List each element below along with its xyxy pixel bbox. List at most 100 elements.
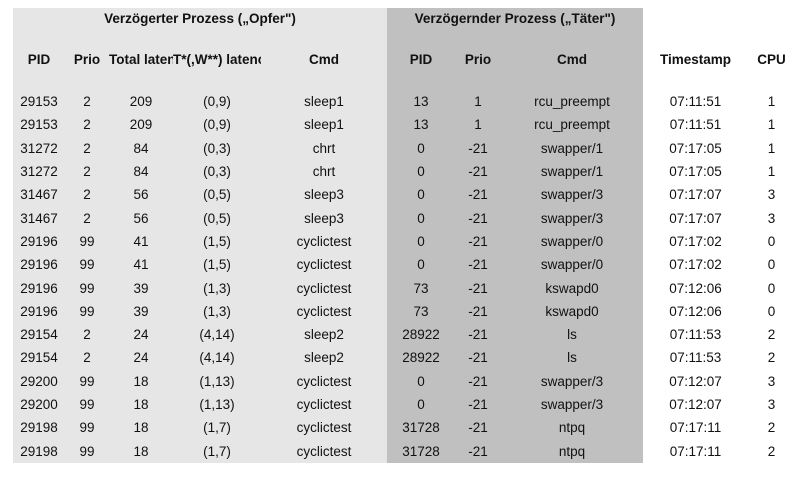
col-cpu: CPU	[748, 28, 795, 90]
cell-culprit-cmd: swapper/3	[501, 369, 643, 393]
cell-victim-prio: 2	[65, 90, 109, 114]
cell-victim-cmd: cyclictest	[261, 369, 387, 393]
cell-culprit-pid: 13	[387, 113, 455, 137]
cell-timestamp: 07:12:06	[643, 276, 748, 300]
cell-victim-pid: 31467	[13, 206, 65, 230]
cell-timestamp: 07:11:53	[643, 346, 748, 370]
table-row: 29198 99 18 (1,7) cyclictest 31728 -21 ntpq 07:1…	[13, 439, 795, 463]
cell-culprit-cmd: swapper/0	[501, 253, 643, 277]
cell-cpu: 3	[748, 392, 795, 417]
cell-culprit-pid: 28922	[387, 346, 455, 370]
cell-tw-latency: (0,3)	[173, 159, 261, 184]
col-tw-latency: T*(,W**) latency (µs)	[173, 28, 261, 90]
cell-culprit-pid: 31728	[387, 439, 455, 463]
cell-culprit-prio: -21	[455, 299, 501, 323]
cell-culprit-cmd: swapper/3	[501, 206, 643, 230]
cell-culprit-prio: -21	[455, 136, 501, 160]
cell-victim-cmd: cyclictest	[261, 229, 387, 254]
col-victim-prio: Prio	[65, 28, 109, 90]
table-row: 29200 99 18 (1,13) cyclictest 0 -21 swapper/3 07…	[13, 392, 795, 417]
cell-victim-prio: 99	[65, 416, 109, 440]
cell-timestamp: 07:17:02	[643, 229, 748, 254]
cell-total-latency: 24	[109, 346, 173, 370]
cell-tw-latency: (0,5)	[173, 206, 261, 230]
cell-victim-prio: 99	[65, 276, 109, 300]
cell-tw-latency: (1,3)	[173, 299, 261, 323]
table-row: 31272 2 84 (0,3) chrt 0 -21 swapper/1 07:17:05 1	[13, 159, 795, 184]
cell-tw-latency: (1,7)	[173, 439, 261, 463]
cell-timestamp: 07:12:07	[643, 392, 748, 417]
cell-total-latency: 84	[109, 159, 173, 184]
cell-culprit-prio: 1	[455, 90, 501, 114]
cell-total-latency: 209	[109, 113, 173, 137]
table-row: 29196 99 39 (1,3) cyclictest 73 -21 kswapd0 07:1…	[13, 299, 795, 323]
cell-timestamp: 07:17:11	[643, 416, 748, 440]
col-victim-pid: PID	[13, 28, 65, 90]
col-timestamp: Timestamp	[643, 28, 748, 90]
cell-victim-prio: 2	[65, 346, 109, 370]
cell-culprit-pid: 0	[387, 253, 455, 277]
cell-culprit-pid: 73	[387, 299, 455, 323]
cell-victim-pid: 29196	[13, 276, 65, 300]
cell-cpu: 0	[748, 299, 795, 323]
cell-culprit-cmd: swapper/3	[501, 183, 643, 207]
cell-victim-prio: 99	[65, 439, 109, 463]
cell-culprit-prio: -21	[455, 159, 501, 184]
cell-victim-pid: 29154	[13, 346, 65, 370]
cell-tw-latency: (1,13)	[173, 369, 261, 393]
cell-tw-latency: (1,13)	[173, 392, 261, 417]
cell-victim-prio: 99	[65, 229, 109, 254]
col-total-latency: Total latency (µs)	[109, 28, 173, 90]
cell-timestamp: 07:17:05	[643, 159, 748, 184]
cell-victim-cmd: sleep1	[261, 90, 387, 114]
cell-victim-cmd: sleep2	[261, 322, 387, 347]
cell-victim-pid: 31467	[13, 183, 65, 207]
cell-victim-cmd: chrt	[261, 159, 387, 184]
table-row: 29153 2 209 (0,9) sleep1 13 1 rcu_preempt 07:11:…	[13, 90, 795, 114]
cell-victim-cmd: cyclictest	[261, 299, 387, 323]
cell-victim-pid: 29200	[13, 392, 65, 417]
cell-tw-latency: (0,3)	[173, 136, 261, 160]
cell-timestamp: 07:17:05	[643, 136, 748, 160]
cell-victim-cmd: cyclictest	[261, 439, 387, 463]
cell-culprit-cmd: ls	[501, 322, 643, 347]
cell-timestamp: 07:11:53	[643, 322, 748, 347]
cell-victim-prio: 2	[65, 136, 109, 160]
cell-total-latency: 39	[109, 276, 173, 300]
cell-cpu: 2	[748, 322, 795, 347]
cell-victim-pid: 29153	[13, 113, 65, 137]
cell-culprit-pid: 0	[387, 229, 455, 254]
cell-cpu: 0	[748, 253, 795, 277]
cell-cpu: 3	[748, 369, 795, 393]
cell-culprit-prio: -21	[455, 346, 501, 370]
cell-culprit-pid: 13	[387, 90, 455, 114]
cell-victim-pid: 29153	[13, 90, 65, 114]
cell-tw-latency: (1,7)	[173, 416, 261, 440]
cell-victim-cmd: cyclictest	[261, 276, 387, 300]
col-victim-cmd: Cmd	[261, 28, 387, 90]
cell-total-latency: 56	[109, 206, 173, 230]
cell-culprit-cmd: rcu_preempt	[501, 90, 643, 114]
cell-timestamp: 07:17:07	[643, 206, 748, 230]
table-row: 29196 99 41 (1,5) cyclictest 0 -21 swapper/0 07:…	[13, 253, 795, 277]
cell-victim-prio: 2	[65, 206, 109, 230]
cell-culprit-pid: 0	[387, 136, 455, 160]
cell-cpu: 0	[748, 276, 795, 300]
col-culprit-cmd: Cmd	[501, 28, 643, 90]
table-row: 29153 2 209 (0,9) sleep1 13 1 rcu_preempt 07:11:…	[13, 113, 795, 137]
cell-victim-cmd: cyclictest	[261, 416, 387, 440]
cell-total-latency: 41	[109, 253, 173, 277]
cell-cpu: 1	[748, 113, 795, 137]
cell-victim-prio: 2	[65, 113, 109, 137]
cell-total-latency: 39	[109, 299, 173, 323]
cell-culprit-cmd: swapper/1	[501, 159, 643, 184]
cell-victim-prio: 99	[65, 299, 109, 323]
cell-culprit-prio: -21	[455, 183, 501, 207]
cell-victim-cmd: sleep3	[261, 206, 387, 230]
cell-total-latency: 41	[109, 229, 173, 254]
cell-culprit-prio: 1	[455, 113, 501, 137]
cell-culprit-cmd: swapper/1	[501, 136, 643, 160]
cell-tw-latency: (0,5)	[173, 183, 261, 207]
cell-timestamp: 07:12:07	[643, 369, 748, 393]
latency-table: Verzögerter Prozess („Opfer") Verzögernd…	[13, 8, 795, 463]
